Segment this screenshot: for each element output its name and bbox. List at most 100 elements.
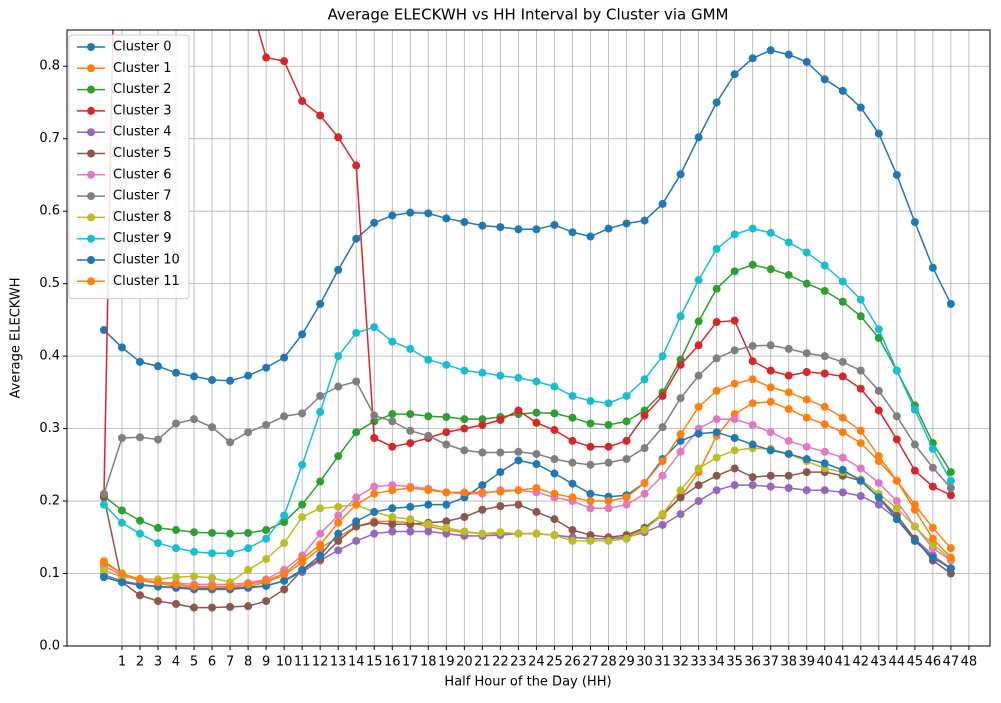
point (568, 413, 577, 422)
point (784, 436, 793, 445)
point (604, 442, 613, 451)
x-tick-label: 41 (835, 655, 852, 670)
point (298, 330, 307, 339)
point (316, 407, 325, 416)
point (298, 555, 307, 564)
point (496, 415, 505, 424)
point (550, 426, 559, 435)
x-tick-label: 28 (600, 655, 617, 670)
legend-label: Cluster 4 (113, 125, 172, 140)
point (514, 373, 523, 382)
point (172, 599, 181, 608)
point (856, 312, 865, 321)
x-tick-label: 8 (244, 655, 252, 670)
point (370, 434, 379, 443)
point (154, 523, 163, 532)
point (478, 420, 487, 429)
point (766, 341, 775, 350)
point (838, 297, 847, 306)
point (802, 349, 811, 358)
point (316, 111, 325, 120)
point (802, 368, 811, 377)
point (208, 573, 217, 582)
point (316, 504, 325, 513)
x-tick-label: 38 (780, 655, 797, 670)
point (712, 453, 721, 462)
point (730, 316, 739, 325)
point (442, 488, 451, 497)
point (820, 402, 829, 411)
point (478, 481, 487, 490)
point (424, 486, 433, 495)
point (190, 528, 199, 537)
point (388, 211, 397, 220)
point (874, 500, 883, 509)
point (568, 458, 577, 467)
point (784, 388, 793, 397)
point (550, 455, 559, 464)
point (532, 418, 541, 427)
point (478, 529, 487, 538)
point (442, 428, 451, 437)
point (802, 468, 811, 477)
point (135, 591, 144, 600)
point (856, 464, 865, 473)
point (604, 497, 613, 506)
legend-label: Cluster 6 (113, 167, 172, 182)
point (568, 391, 577, 400)
point (460, 513, 469, 522)
point (406, 484, 415, 493)
point (154, 362, 163, 371)
point (568, 479, 577, 488)
point (622, 534, 631, 543)
x-tick-label: 17 (402, 655, 419, 670)
point (856, 476, 865, 485)
point (244, 544, 253, 553)
point (748, 473, 757, 482)
point (496, 371, 505, 380)
x-tick-label: 21 (474, 655, 491, 670)
x-tick-label: 46 (925, 655, 942, 670)
point (550, 469, 559, 478)
y-tick-label: 0.0 (39, 639, 60, 654)
point (442, 500, 451, 509)
point (388, 520, 397, 529)
point (946, 491, 955, 500)
point (208, 423, 217, 432)
point (208, 582, 217, 591)
point (388, 486, 397, 495)
point (226, 549, 235, 558)
point (892, 366, 901, 375)
point (262, 526, 271, 535)
point (442, 412, 451, 421)
point (658, 391, 667, 400)
point (298, 97, 307, 106)
x-tick-label: 39 (798, 655, 815, 670)
y-tick-label: 0.2 (39, 494, 60, 509)
point (676, 170, 685, 179)
x-tick-label: 24 (528, 655, 545, 670)
x-tick-label: 37 (762, 655, 779, 670)
x-tick-label: 29 (618, 655, 635, 670)
point (658, 199, 667, 208)
point (208, 603, 217, 612)
point (117, 343, 126, 352)
point (262, 597, 271, 606)
point (712, 386, 721, 395)
x-tick-label: 14 (348, 655, 365, 670)
point (478, 488, 487, 497)
point (856, 426, 865, 435)
x-tick-label: 7 (226, 655, 234, 670)
point (154, 435, 163, 444)
point (496, 528, 505, 537)
x-tick-label: 22 (492, 655, 509, 670)
point (946, 476, 955, 485)
point (820, 369, 829, 378)
point (748, 420, 757, 429)
point (406, 515, 415, 524)
point (442, 517, 451, 526)
point (532, 449, 541, 458)
point (532, 529, 541, 538)
point (766, 471, 775, 480)
